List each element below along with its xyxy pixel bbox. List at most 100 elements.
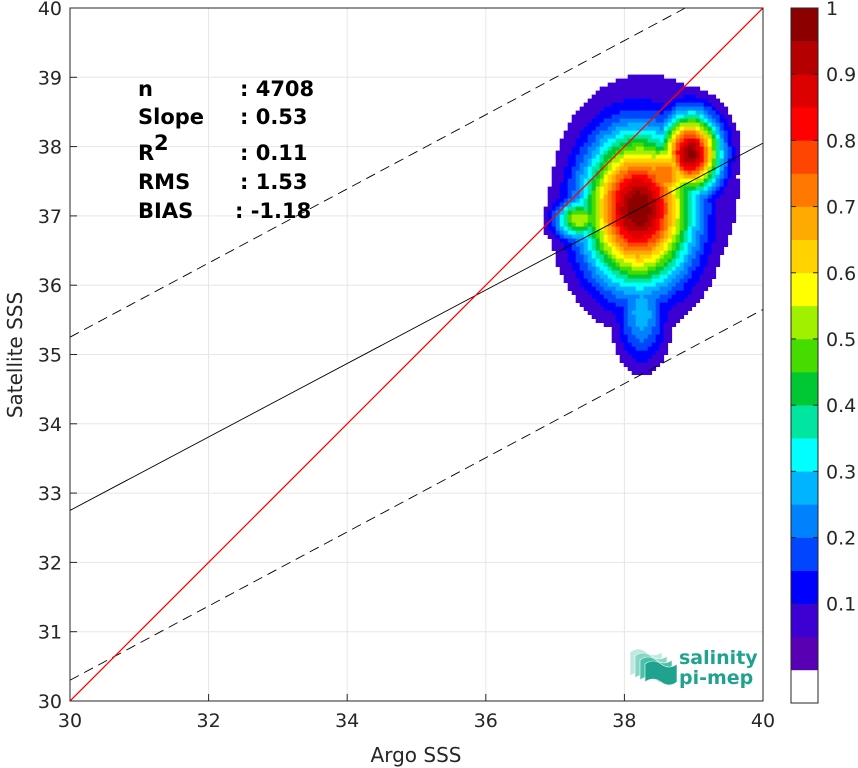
density-cell (699, 90, 705, 95)
density-cell (659, 350, 665, 355)
density-cell (571, 138, 577, 143)
density-cell (623, 202, 629, 207)
density-cell (679, 286, 685, 291)
density-cell (603, 306, 609, 311)
density-cell (559, 254, 565, 259)
density-cell (603, 102, 609, 107)
density-cell (563, 238, 569, 243)
density-cell (723, 210, 729, 215)
density-cell (659, 166, 665, 171)
density-cell (627, 130, 633, 135)
density-cell (715, 174, 721, 179)
density-cell (615, 226, 621, 231)
density-cell (711, 182, 717, 187)
density-cell (623, 182, 629, 187)
density-cell (639, 74, 645, 79)
density-cell (595, 142, 601, 147)
density-cell (599, 174, 605, 179)
density-cell (675, 114, 681, 119)
density-cell (651, 90, 657, 95)
density-cell (579, 294, 585, 299)
density-cell (659, 126, 665, 131)
x-tick-label: 38 (612, 710, 636, 732)
density-cell (663, 306, 669, 311)
density-cell (631, 278, 637, 283)
density-cell (731, 130, 737, 135)
density-cell (707, 138, 713, 143)
density-cell (619, 358, 625, 363)
density-cell (663, 234, 669, 239)
density-cell (627, 190, 633, 195)
density-cell (595, 290, 601, 295)
density-cell (611, 186, 617, 191)
density-cell (559, 214, 565, 219)
density-cell (623, 362, 629, 367)
density-cell (731, 218, 737, 223)
density-cell (671, 286, 677, 291)
density-cell (671, 182, 677, 187)
density-cell (579, 286, 585, 291)
density-cell (623, 170, 629, 175)
density-cell (659, 286, 665, 291)
density-cell (615, 278, 621, 283)
density-cell (599, 310, 605, 315)
density-cell (647, 286, 653, 291)
density-cell (711, 254, 717, 259)
density-cell (691, 246, 697, 251)
density-cell (663, 246, 669, 251)
density-cell (571, 202, 577, 207)
density-cell (563, 150, 569, 155)
density-cell (599, 258, 605, 263)
density-cell (647, 254, 653, 259)
density-cell (639, 318, 645, 323)
density-cell (579, 114, 585, 119)
density-cell (659, 90, 665, 95)
density-cell (635, 282, 641, 287)
density-cell (687, 222, 693, 227)
density-cell (619, 242, 625, 247)
density-cell (651, 310, 657, 315)
density-cell (571, 258, 577, 263)
density-cell (687, 230, 693, 235)
density-cell (595, 270, 601, 275)
density-cell (647, 342, 653, 347)
density-cell (575, 202, 581, 207)
density-cell (595, 162, 601, 167)
density-cell (591, 278, 597, 283)
density-cell (671, 78, 677, 83)
density-cell (715, 226, 721, 231)
density-cell (647, 98, 653, 103)
density-cell (619, 174, 625, 179)
density-cell (719, 246, 725, 251)
density-cell (663, 250, 669, 255)
density-cell (631, 182, 637, 187)
density-cell (607, 162, 613, 167)
density-cell (675, 290, 681, 295)
density-cell (655, 362, 661, 367)
density-cell (583, 166, 589, 171)
density-cell (599, 282, 605, 287)
density-cell (671, 110, 677, 115)
density-cell (731, 170, 737, 175)
density-cell (691, 118, 697, 123)
density-cell (675, 234, 681, 239)
density-cell (679, 242, 685, 247)
density-cell (707, 142, 713, 147)
density-cell (607, 198, 613, 203)
density-cell (603, 218, 609, 223)
density-cell (663, 154, 669, 159)
stat-value: : 4708 (240, 77, 314, 101)
density-cell (615, 158, 621, 163)
density-cell (615, 310, 621, 315)
density-cell (595, 126, 601, 131)
density-cell (651, 214, 657, 219)
density-cell (627, 118, 633, 123)
density-cell (595, 194, 601, 199)
density-cell (551, 226, 557, 231)
density-cell (643, 306, 649, 311)
density-cell (627, 150, 633, 155)
density-cell (619, 218, 625, 223)
density-cell (559, 174, 565, 179)
density-cell (647, 346, 653, 351)
density-cell (563, 278, 569, 283)
